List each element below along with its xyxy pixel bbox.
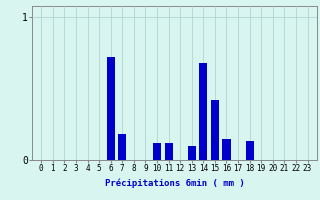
- Bar: [222, 139, 230, 160]
- Bar: [211, 100, 219, 160]
- Bar: [153, 143, 161, 160]
- Bar: [107, 57, 115, 160]
- Bar: [118, 134, 126, 160]
- Bar: [246, 141, 254, 160]
- Bar: [188, 146, 196, 160]
- X-axis label: Précipitations 6min ( mm ): Précipitations 6min ( mm ): [105, 179, 244, 188]
- Bar: [199, 63, 207, 160]
- Bar: [164, 143, 173, 160]
